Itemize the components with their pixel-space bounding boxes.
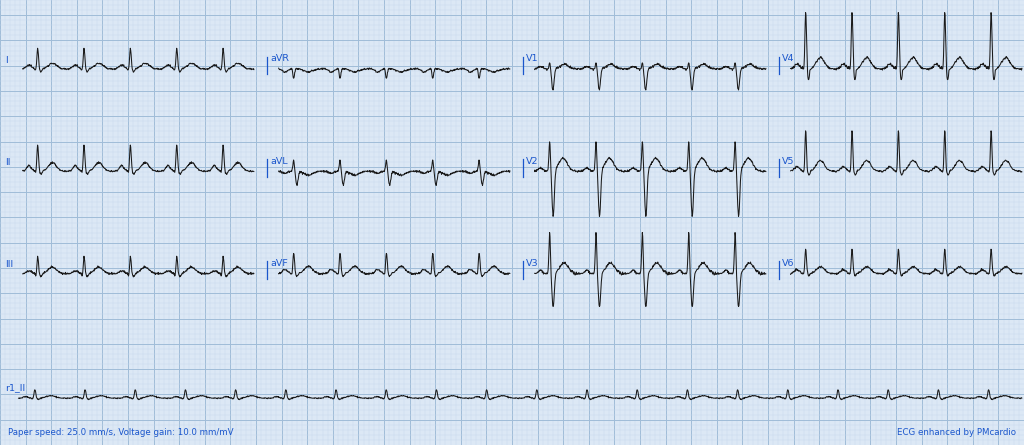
Text: III: III (5, 260, 13, 269)
Text: V6: V6 (782, 259, 795, 268)
Text: aVF: aVF (270, 259, 288, 268)
Text: I: I (5, 56, 8, 65)
Text: ECG enhanced by PMcardio: ECG enhanced by PMcardio (897, 428, 1016, 437)
Text: V5: V5 (782, 157, 795, 166)
Text: V1: V1 (526, 54, 539, 63)
Text: V4: V4 (782, 54, 795, 63)
Text: II: II (5, 158, 10, 167)
Text: V3: V3 (526, 259, 539, 268)
Text: aVR: aVR (270, 54, 290, 63)
Text: aVL: aVL (270, 157, 288, 166)
Text: V2: V2 (526, 157, 539, 166)
Text: r1_II: r1_II (5, 384, 26, 392)
Text: Paper speed: 25.0 mm/s, Voltage gain: 10.0 mm/mV: Paper speed: 25.0 mm/s, Voltage gain: 10… (8, 428, 233, 437)
